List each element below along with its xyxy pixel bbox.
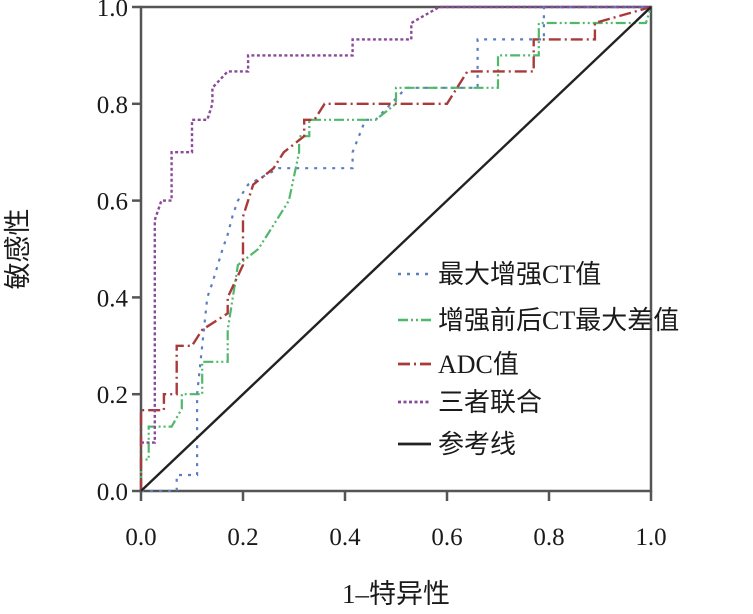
legend-label: 参考线 <box>438 430 516 459</box>
legend-item: ADC值 <box>398 350 519 379</box>
y-axis-title: 敏感性 <box>3 209 33 290</box>
series-line-4 <box>140 6 652 492</box>
y-axis-ticks: 0.0 0.2 0.4 0.6 0.8 1.0 <box>97 0 141 506</box>
legend-label: ADC值 <box>438 350 519 379</box>
x-tick-label: 0.4 <box>329 524 361 551</box>
x-axis-title: 1–特异性 <box>342 579 450 609</box>
x-axis-ticks: 0.0 0.2 0.4 0.6 0.8 1.0 <box>125 491 667 551</box>
x-tick-label: 1.0 <box>635 524 666 551</box>
x-tick-label: 0.8 <box>533 524 564 551</box>
series-line-2 <box>139 5 652 491</box>
x-tick-label: 0.0 <box>125 524 156 551</box>
y-tick-label: 1.0 <box>97 0 128 22</box>
x-tick-label: 0.2 <box>227 524 258 551</box>
legend-item: 最大增强CT值 <box>398 260 601 289</box>
legend-label: 三者联合 <box>438 388 542 417</box>
plot-frame <box>139 5 653 493</box>
legend-item: 参考线 <box>398 430 516 459</box>
x-tick-label: 0.6 <box>431 524 462 551</box>
legend-label: 增强前后CT最大差值 <box>438 306 679 335</box>
y-tick-label: 0.0 <box>97 479 128 506</box>
legend-label: 最大增强CT值 <box>438 260 601 289</box>
legend-item: 三者联合 <box>398 388 542 417</box>
legend-background <box>392 258 632 468</box>
legend-item: 增强前后CT最大差值 <box>398 306 679 335</box>
y-tick-label: 0.2 <box>97 382 128 409</box>
y-tick-label: 0.6 <box>97 189 128 216</box>
series-layer <box>139 5 653 493</box>
series-line-3 <box>141 5 651 444</box>
plot-border <box>139 5 653 493</box>
y-tick-label: 0.4 <box>97 285 129 312</box>
y-tick-label: 0.8 <box>97 92 128 119</box>
series-line-0 <box>141 5 651 493</box>
